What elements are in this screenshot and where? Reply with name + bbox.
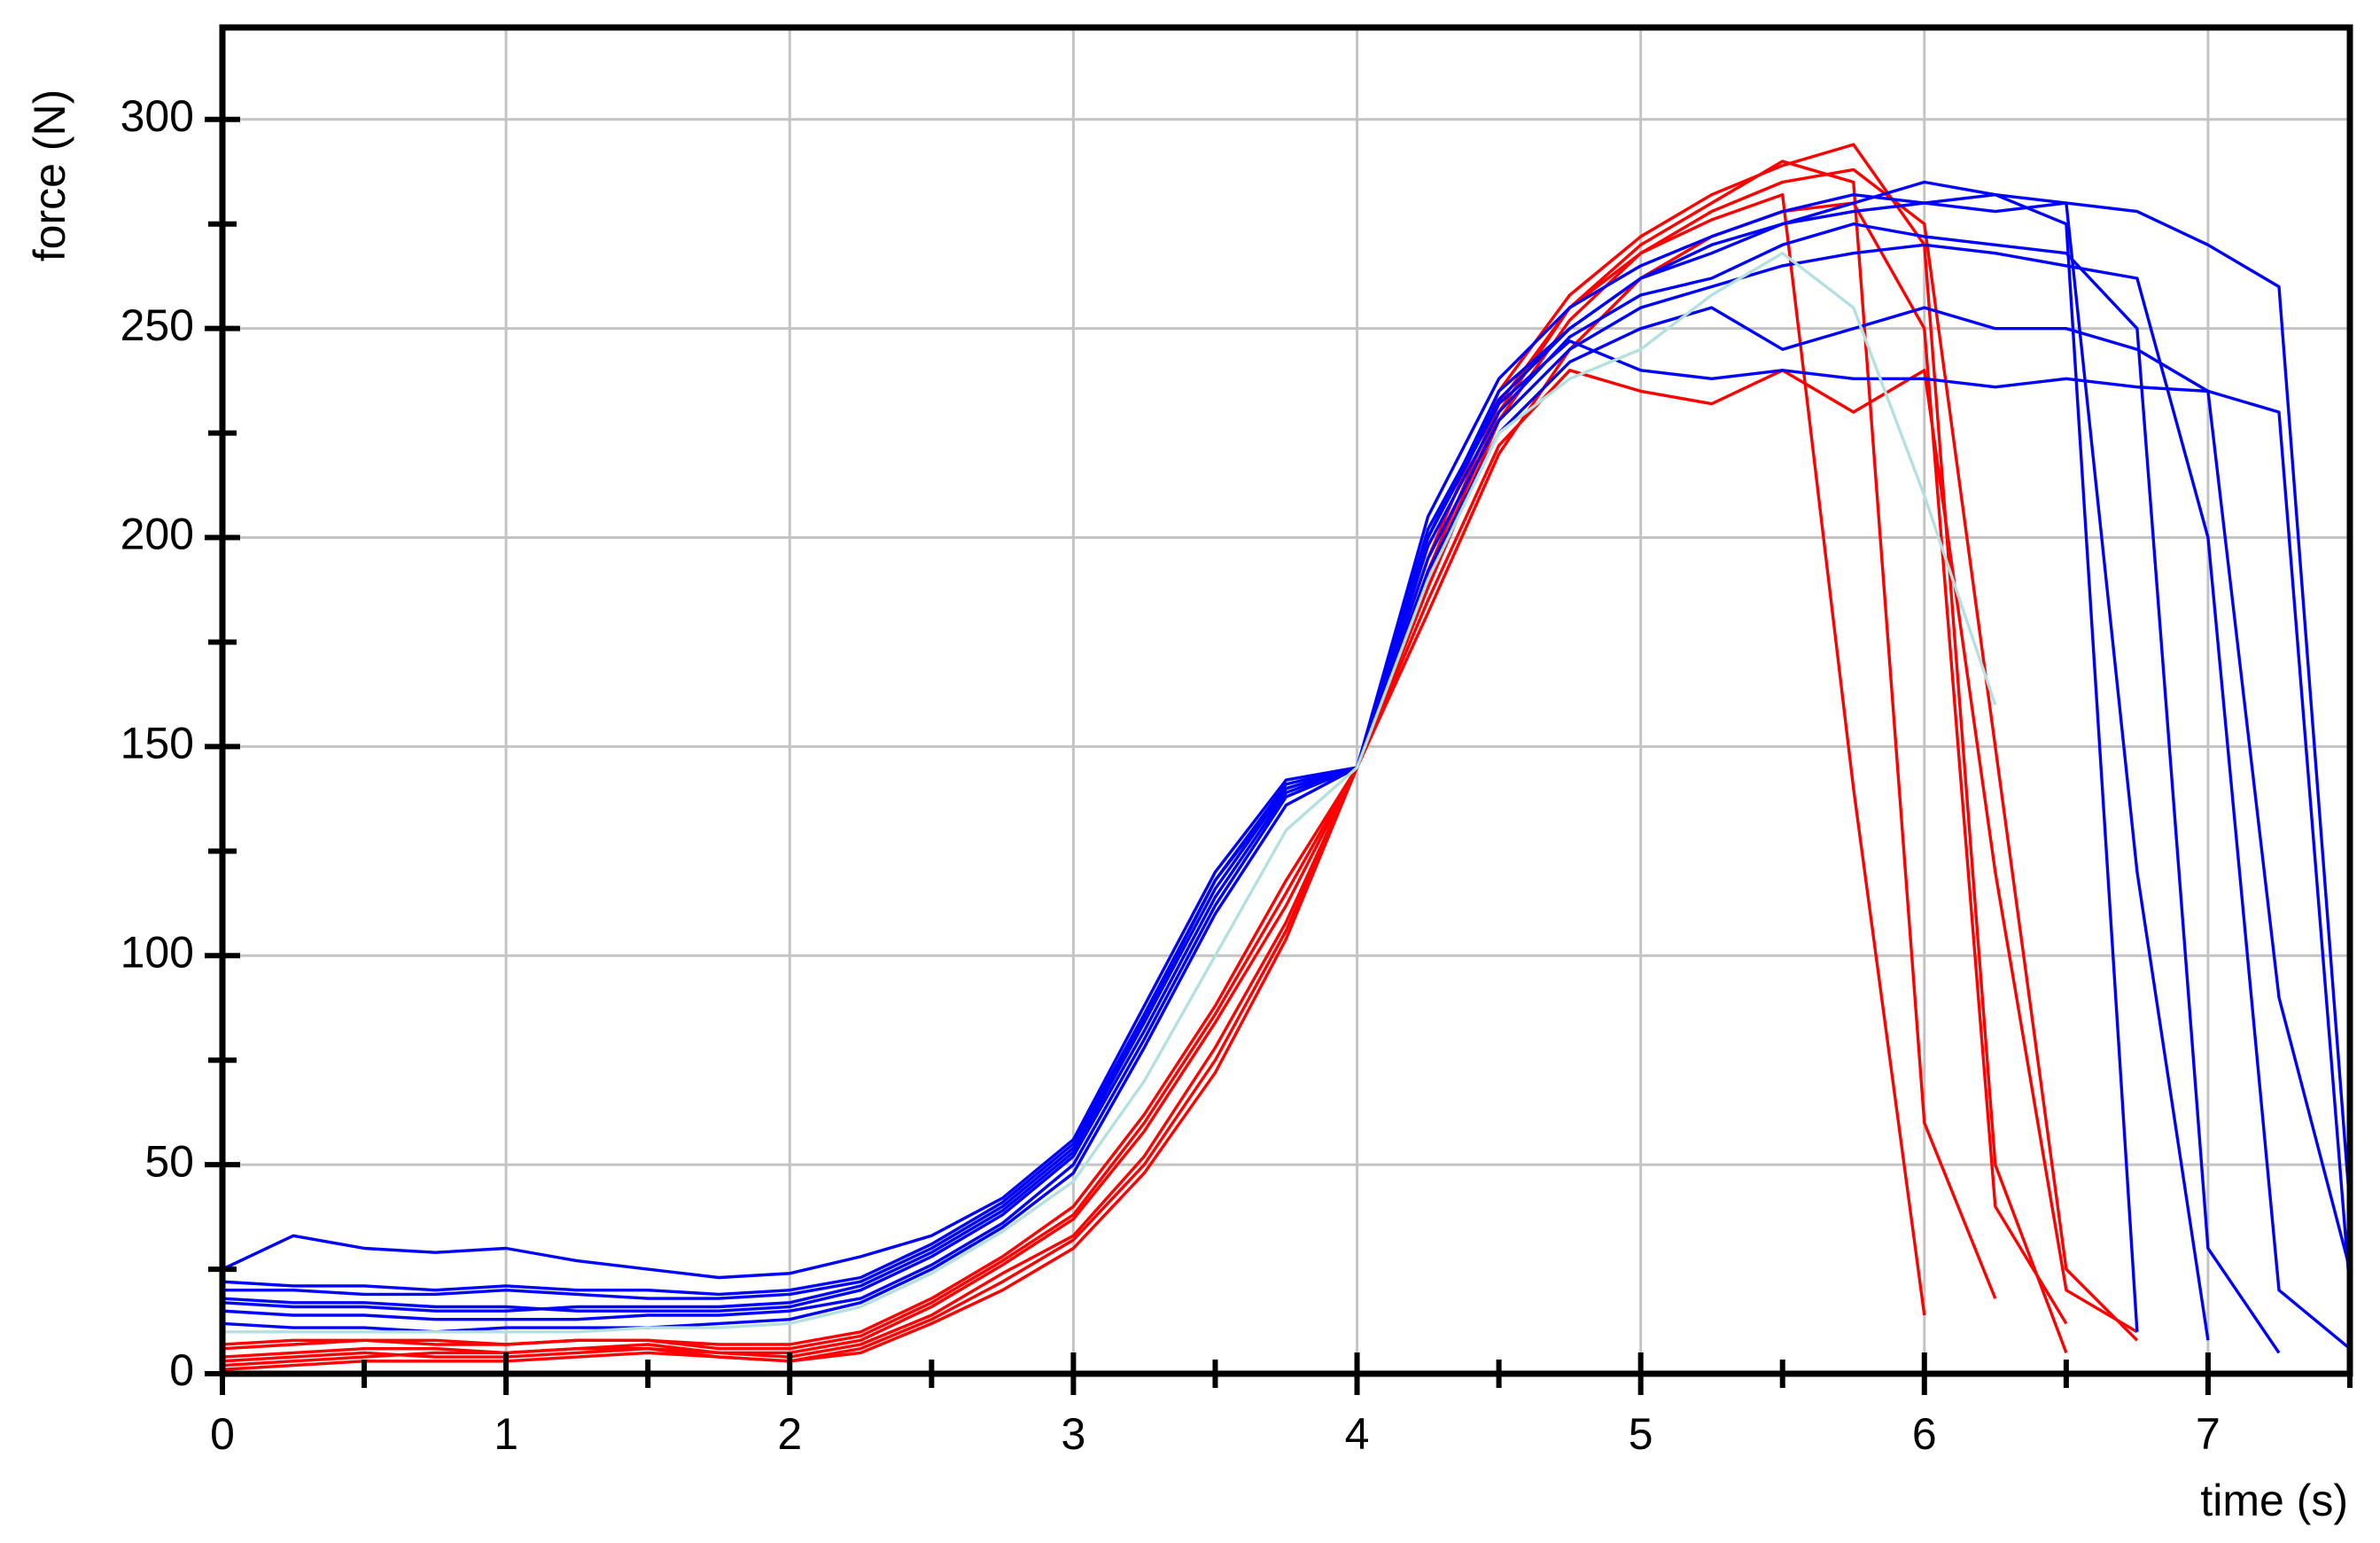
series-line [222, 306, 2350, 1334]
y-tick-label: 200 [121, 510, 194, 559]
y-tick-label: 250 [121, 300, 194, 350]
series-line [222, 339, 2350, 1313]
series-line [222, 252, 1997, 1334]
series-line [222, 369, 2138, 1346]
y-axis-label: force (N) [25, 90, 74, 261]
y-tick-label: 50 [144, 1136, 194, 1186]
x-tick-label: 2 [777, 1409, 802, 1459]
series-line [222, 160, 1997, 1368]
x-axis-label: time (s) [2200, 1476, 2348, 1525]
y-tick-label: 100 [121, 927, 194, 977]
series-line [222, 222, 2281, 1354]
x-tick-label: 6 [1912, 1409, 1937, 1459]
x-tick-label: 4 [1345, 1409, 1370, 1459]
x-tick-label: 0 [210, 1409, 235, 1459]
y-tick-label: 0 [169, 1345, 194, 1395]
y-tick-label: 150 [121, 719, 194, 768]
x-tick-label: 1 [494, 1409, 518, 1459]
series-line [222, 168, 2139, 1371]
series-line [222, 180, 2139, 1332]
series-line [222, 243, 2350, 1351]
series-line [222, 193, 2210, 1341]
x-tick-label: 7 [2196, 1409, 2221, 1459]
series-line [222, 143, 2068, 1363]
x-tick-label: 3 [1061, 1409, 1085, 1459]
plot-frame [219, 24, 2353, 1377]
x-tick-label: 5 [1629, 1409, 1653, 1459]
y-tick-label: 300 [121, 91, 194, 141]
series-line [222, 193, 2350, 1297]
